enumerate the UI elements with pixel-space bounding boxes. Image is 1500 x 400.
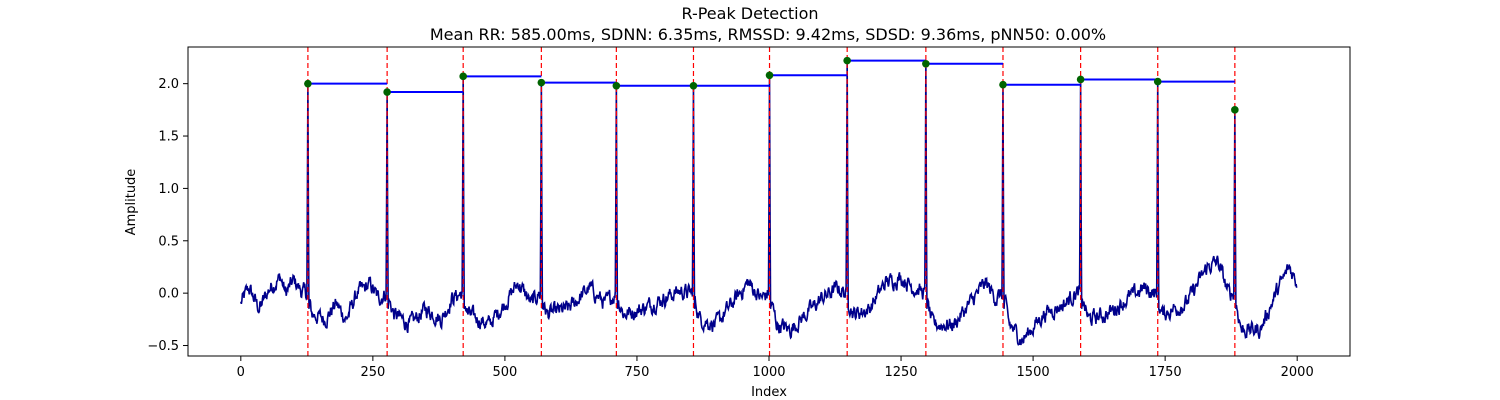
y-tick-label: 1.5 [158, 130, 179, 145]
r-peak-marker [689, 81, 698, 90]
r-peak-marker [922, 59, 930, 68]
y-axis-label: Amplitude [124, 169, 139, 236]
r-peak-marker [765, 71, 774, 80]
ecg-signal-layer [240, 60, 1298, 346]
chart-subtitle: Mean RR: 585.00ms, SDNN: 6.35ms, RMSSD: … [430, 25, 1106, 44]
rr-interval-layer [307, 59, 1235, 94]
x-tick-label: 1250 [884, 365, 917, 380]
chart-title: R-Peak Detection [681, 4, 818, 23]
ecg-signal-line [240, 60, 1298, 346]
y-axis: −0.5 0.0 0.5 1.0 1.5 2.0 [147, 77, 188, 354]
r-peak-marker [843, 56, 851, 65]
x-tick-label: 250 [360, 365, 385, 380]
x-axis: 0 250 500 750 1000 1250 1500 1750 2000 [237, 356, 1314, 380]
x-tick-label: 500 [492, 365, 517, 380]
r-peak-marker [999, 80, 1007, 89]
x-tick-label: 1000 [752, 365, 785, 380]
x-tick-label: 2000 [1281, 365, 1314, 380]
y-tick-label: −0.5 [147, 339, 179, 354]
y-tick-label: 1.0 [158, 182, 179, 197]
x-tick-label: 0 [237, 365, 245, 380]
x-tick-label: 1750 [1149, 365, 1182, 380]
r-peak-marker [612, 81, 621, 90]
plot-area [240, 47, 1298, 356]
x-tick-label: 1500 [1017, 365, 1050, 380]
r-peak-markers-layer [304, 56, 1239, 114]
r-peak-marker [1153, 77, 1162, 86]
r-peak-marker [383, 88, 391, 96]
r-peak-marker [1076, 75, 1085, 84]
y-tick-label: 2.0 [158, 77, 179, 92]
r-peak-marker [459, 72, 467, 81]
r-peak-lines-layer [307, 47, 1236, 356]
r-peak-marker [1231, 106, 1239, 114]
y-tick-label: 0.5 [158, 234, 179, 249]
x-axis-label: Index [751, 385, 787, 400]
y-tick-label: 0.0 [158, 287, 179, 302]
r-peak-marker [537, 78, 546, 87]
x-tick-label: 750 [625, 365, 650, 380]
r-peak-marker [304, 79, 312, 88]
